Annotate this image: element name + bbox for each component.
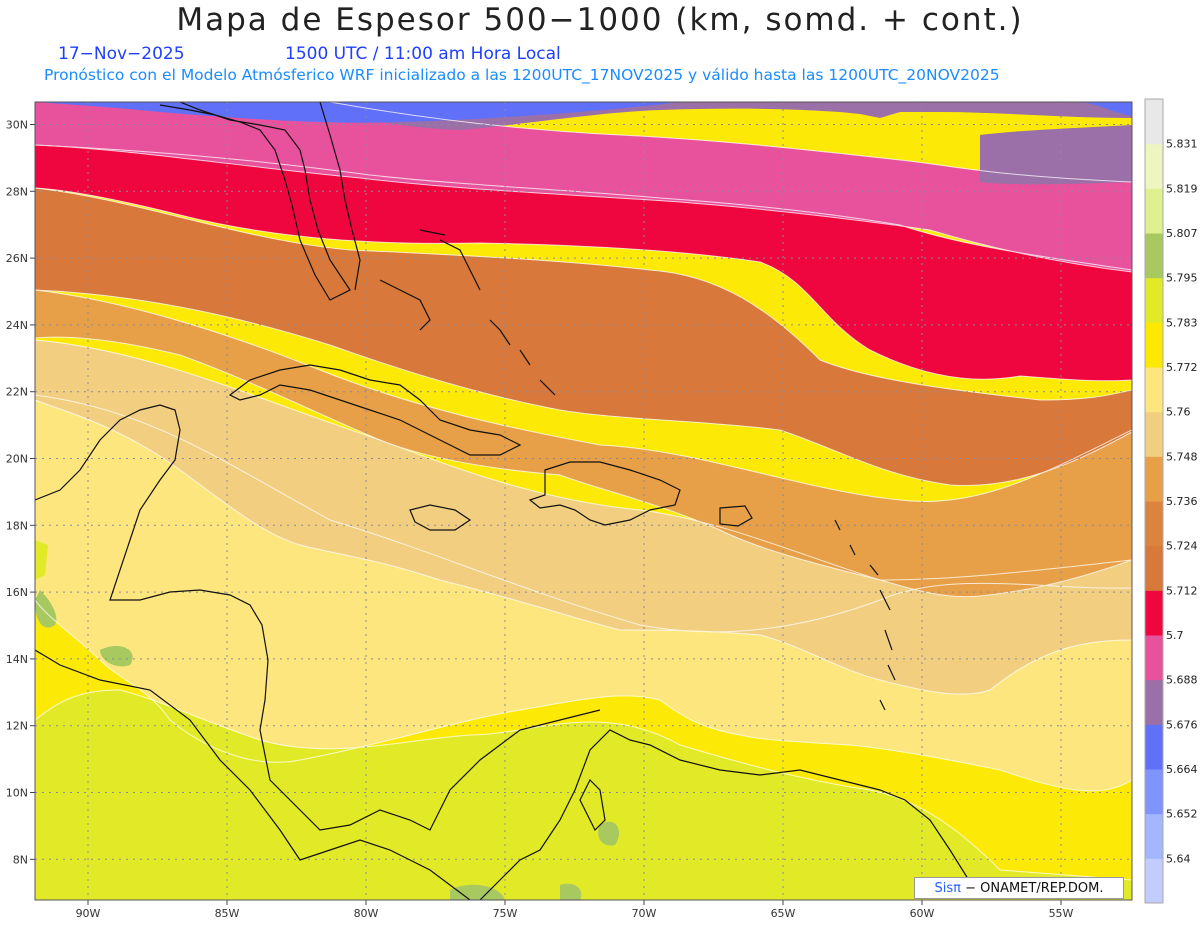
forecast-date: 17−Nov−2025 (58, 44, 185, 64)
lat-label: 30N (6, 119, 28, 132)
cuba-coastline (228, 364, 522, 456)
colorbar-label: 5.795 (1166, 272, 1198, 285)
colorbar-swatch (1145, 679, 1163, 725)
colorbar-label: 5.748 (1166, 450, 1198, 463)
coastlines (35, 102, 976, 900)
lat-label: 26N (6, 252, 28, 265)
colorbar-swatch (1145, 411, 1163, 457)
colorbar-label: 5.7 (1166, 629, 1184, 642)
lat-label: 12N (6, 720, 28, 733)
colorbar-label: 5.664 (1166, 763, 1198, 776)
florida-coastline (159, 102, 361, 301)
colorbar-swatch (1145, 322, 1163, 368)
lat-label: 18N (6, 519, 28, 532)
colorbar-label: 5.819 (1166, 182, 1198, 195)
map-title: Mapa de Espesor 500−1000 (km, somd. + co… (176, 2, 1024, 38)
lat-label: 14N (6, 653, 28, 666)
colorbar-swatch (1145, 99, 1163, 145)
colorbar-frame (1144, 98, 1164, 904)
colorbar-swatch (1145, 143, 1163, 189)
colorbar: 5.64 5.652 5.664 5.676 5.688 5.7 5.712 5.724 5.7… (1144, 98, 1198, 904)
colorbar-label: 5.736 (1166, 495, 1198, 508)
lat-label: 28N (6, 185, 28, 198)
colorbar-label: 5.807 (1166, 227, 1198, 240)
colorbar-label: 5.783 (1166, 316, 1198, 329)
colorbar-label: 5.676 (1166, 718, 1198, 731)
colorbar-swatch (1145, 501, 1163, 547)
colorbar-swatch (1145, 769, 1163, 815)
lon-label: 75W (493, 907, 518, 920)
colorbar-swatch (1145, 188, 1163, 234)
lat-label: 20N (6, 453, 28, 466)
lat-label: 24N (6, 319, 28, 332)
colorbar-label: 5.724 (1166, 540, 1198, 553)
hispaniola-coastline (528, 461, 681, 526)
lon-label: 65W (771, 907, 796, 920)
lat-label: 10N (6, 787, 28, 800)
contour-line (35, 102, 1132, 273)
colorbar-swatch (1145, 233, 1163, 279)
colorbar-swatch (1145, 635, 1163, 681)
colorbar-label: 5.831 (1166, 138, 1198, 151)
lon-label: 70W (632, 907, 657, 920)
colorbar-label: 5.712 (1166, 584, 1198, 597)
lon-label: 80W (354, 907, 379, 920)
puerto-rico-coastline (719, 505, 753, 527)
contour-line (35, 689, 1132, 900)
forecast-description: Pronóstico con el Modelo Atmósferico WRF… (44, 66, 1000, 84)
contour-line (35, 394, 1132, 792)
band-5688 (35, 102, 1132, 272)
bahamas-coastline (379, 229, 556, 396)
central-america-coastline (35, 404, 601, 900)
band-5664 (35, 102, 1132, 123)
lon-label: 90W (76, 907, 101, 920)
colorbar-swatch (1145, 724, 1163, 770)
map-frame (34, 101, 1133, 901)
contour-lines (35, 102, 1132, 900)
colorbar-swatch (1145, 277, 1163, 323)
band-5700 (35, 145, 1132, 381)
contour-line (35, 144, 1132, 382)
band-5748 (35, 395, 1132, 791)
lat-lon-grid (30, 102, 1132, 905)
credit-box: Sisπ − ONAMET/REP.DOM. (914, 877, 1124, 899)
lat-label: 22N (6, 386, 28, 399)
colorbar-label: 5.652 (1166, 808, 1198, 821)
colorbar-label: 5.772 (1166, 361, 1198, 374)
colorbar-swatch (1145, 456, 1163, 502)
sispi-logo: Sisπ (934, 881, 961, 896)
forecast-time: 1500 UTC / 11:00 am Hora Local (285, 44, 561, 64)
band-5724 (35, 290, 1132, 597)
jamaica-coastline (409, 504, 472, 531)
colorbar-swatch (1145, 858, 1163, 904)
contour-line (35, 339, 1132, 695)
colorbar-swatch (1145, 813, 1163, 859)
colorbar-swatch (1145, 545, 1163, 591)
lesser-antilles-coastline (834, 519, 896, 711)
band-5736 (35, 340, 1132, 695)
lat-label: 8N (13, 853, 28, 866)
colorbar-swatch (1145, 590, 1163, 636)
thickness-bands (35, 102, 1132, 900)
longitude-labels: 90W 85W 80W 75W 70W 65W 60W 55W (76, 907, 1074, 920)
south-america-coastline (479, 729, 976, 900)
lon-label: 85W (215, 907, 240, 920)
colorbar-label: 5.64 (1166, 852, 1191, 865)
colorbar-label: 5.76 (1166, 406, 1191, 419)
lat-label: 16N (6, 586, 28, 599)
colorbar-swatch (1145, 367, 1163, 413)
latitude-labels: 30N 28N 26N 24N 22N 20N 18N 16N 14N 12N 10N 8N (6, 119, 28, 867)
credit-text: − ONAMET/REP.DOM. (965, 881, 1104, 896)
lon-label: 55W (1049, 907, 1074, 920)
lon-label: 60W (910, 907, 935, 920)
band-5783 (35, 690, 1132, 900)
colorbar-label: 5.688 (1166, 674, 1198, 687)
contour-line (35, 289, 1132, 598)
